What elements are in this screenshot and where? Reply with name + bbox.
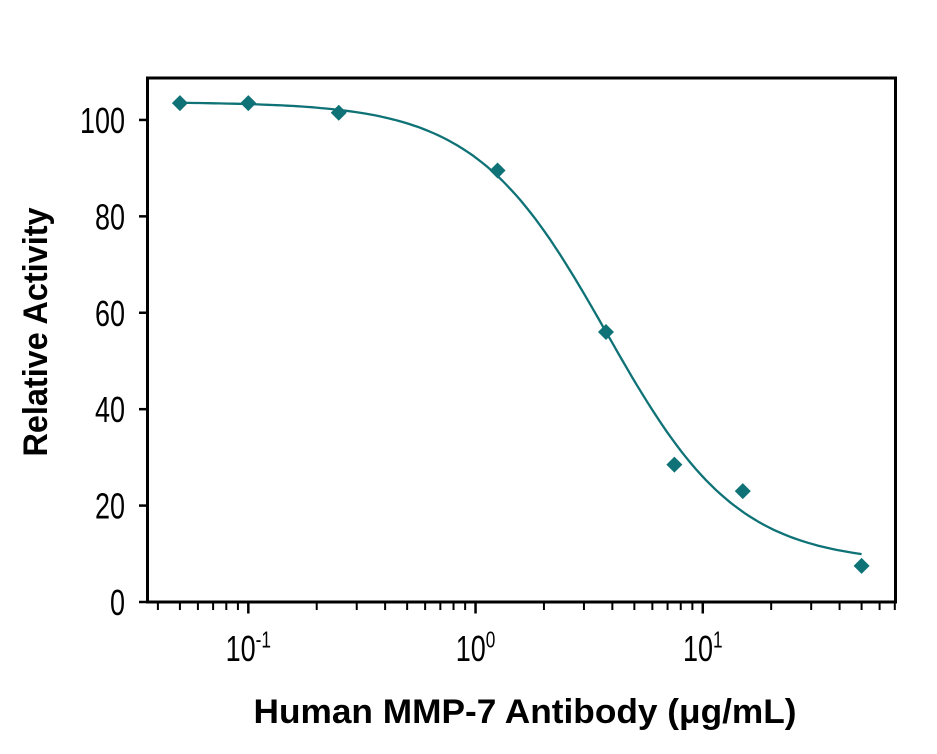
x-axis-tick-labels: 10-1 100 101 (226, 628, 723, 669)
y-tick-label: 0 (110, 582, 125, 623)
data-point-marker (240, 95, 257, 112)
x-axis-major-ticks (247, 603, 705, 614)
x-tick-label: 100 (456, 628, 496, 669)
data-point-marker (853, 557, 870, 574)
data-point-marker (734, 483, 751, 500)
plot-border (146, 76, 897, 604)
x-axis-minor-ticks (156, 603, 896, 610)
x-axis-title: Human MMP-7 Antibody (μg/mL) (254, 693, 797, 731)
data-series (171, 95, 870, 574)
data-point-marker (666, 456, 683, 473)
y-tick-label: 80 (95, 197, 125, 238)
y-axis-major-ticks (139, 118, 146, 604)
y-tick-label: 40 (95, 389, 125, 430)
y-tick-label: 60 (95, 293, 125, 334)
y-tick-label: 20 (95, 486, 125, 527)
data-point-marker (171, 95, 188, 112)
x-tick-label: 10-1 (226, 628, 271, 669)
y-axis-tick-labels: 0 20 40 60 80 100 (80, 100, 125, 623)
fit-curve (179, 101, 862, 556)
data-point-marker (597, 324, 614, 341)
data-point-marker (330, 104, 347, 121)
y-axis-title: Relative Activity (17, 207, 55, 456)
data-point-marker (489, 162, 506, 179)
y-tick-label: 100 (80, 100, 125, 141)
x-tick-label: 101 (683, 628, 723, 669)
